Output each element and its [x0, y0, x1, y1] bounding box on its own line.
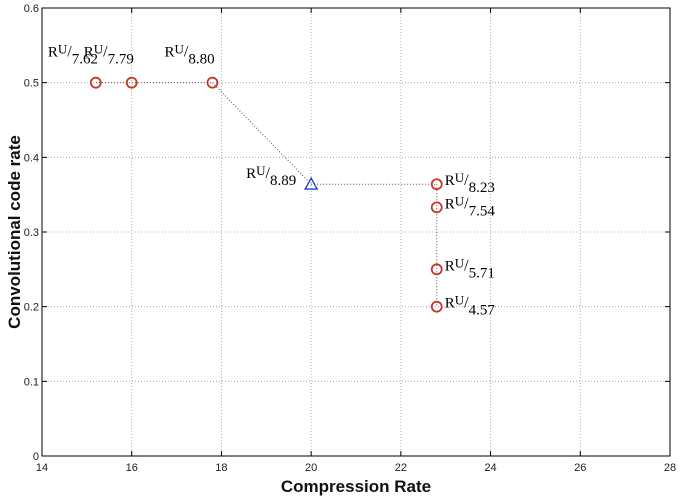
- y-axis-title: Convolutional code rate: [5, 135, 24, 329]
- x-tick-label: 14: [36, 462, 48, 474]
- circle-marker: [430, 201, 443, 214]
- data-markers: [89, 76, 443, 313]
- point-annotation: RU/8.89: [246, 163, 296, 189]
- x-tick-label: 18: [215, 462, 227, 474]
- grid-lines: [42, 8, 670, 456]
- plot-frame: [41, 7, 671, 457]
- circle-marker: [206, 76, 219, 89]
- connection-lines: [95, 82, 438, 307]
- x-tick-label: 22: [395, 462, 407, 474]
- triangle-marker: [303, 176, 319, 190]
- x-tick-labels: 14 16 18 20 22 24 26 28: [36, 462, 676, 474]
- point-annotation: RU/8.80: [164, 42, 214, 68]
- circle-marker: [125, 76, 138, 89]
- point-annotation: RU/7.79: [84, 42, 134, 68]
- y-tick-label: 0.3: [24, 227, 39, 239]
- circle-marker: [430, 263, 443, 276]
- x-tick-label: 24: [484, 462, 496, 474]
- x-axis-title: Compression Rate: [281, 477, 431, 496]
- point-annotation: RU/7.62: [48, 42, 98, 68]
- x-tick-label: 26: [574, 462, 586, 474]
- point-annotation: RU/8.23: [445, 170, 495, 196]
- x-tick-label: 16: [126, 462, 138, 474]
- y-tick-label: 0.2: [24, 302, 39, 314]
- circle-marker: [430, 300, 443, 313]
- x-tick-label: 20: [305, 462, 317, 474]
- y-tick-label: 0.1: [24, 376, 39, 388]
- axis-ticks: [41, 7, 671, 457]
- y-tick-label: 0.4: [24, 152, 39, 164]
- y-tick-label: 0.5: [24, 78, 39, 90]
- y-tick-label: 0: [33, 451, 39, 463]
- point-annotation: RU/5.71: [445, 255, 495, 281]
- point-annotation: RU/7.54: [445, 193, 496, 219]
- circle-marker: [430, 178, 443, 191]
- point-annotation: RU/4.57: [445, 293, 496, 319]
- x-tick-label: 28: [664, 462, 676, 474]
- y-tick-labels: 0 0.1 0.2 0.3 0.4 0.5 0.6: [24, 3, 39, 463]
- circle-marker: [89, 76, 102, 89]
- y-tick-label: 0.6: [24, 3, 39, 15]
